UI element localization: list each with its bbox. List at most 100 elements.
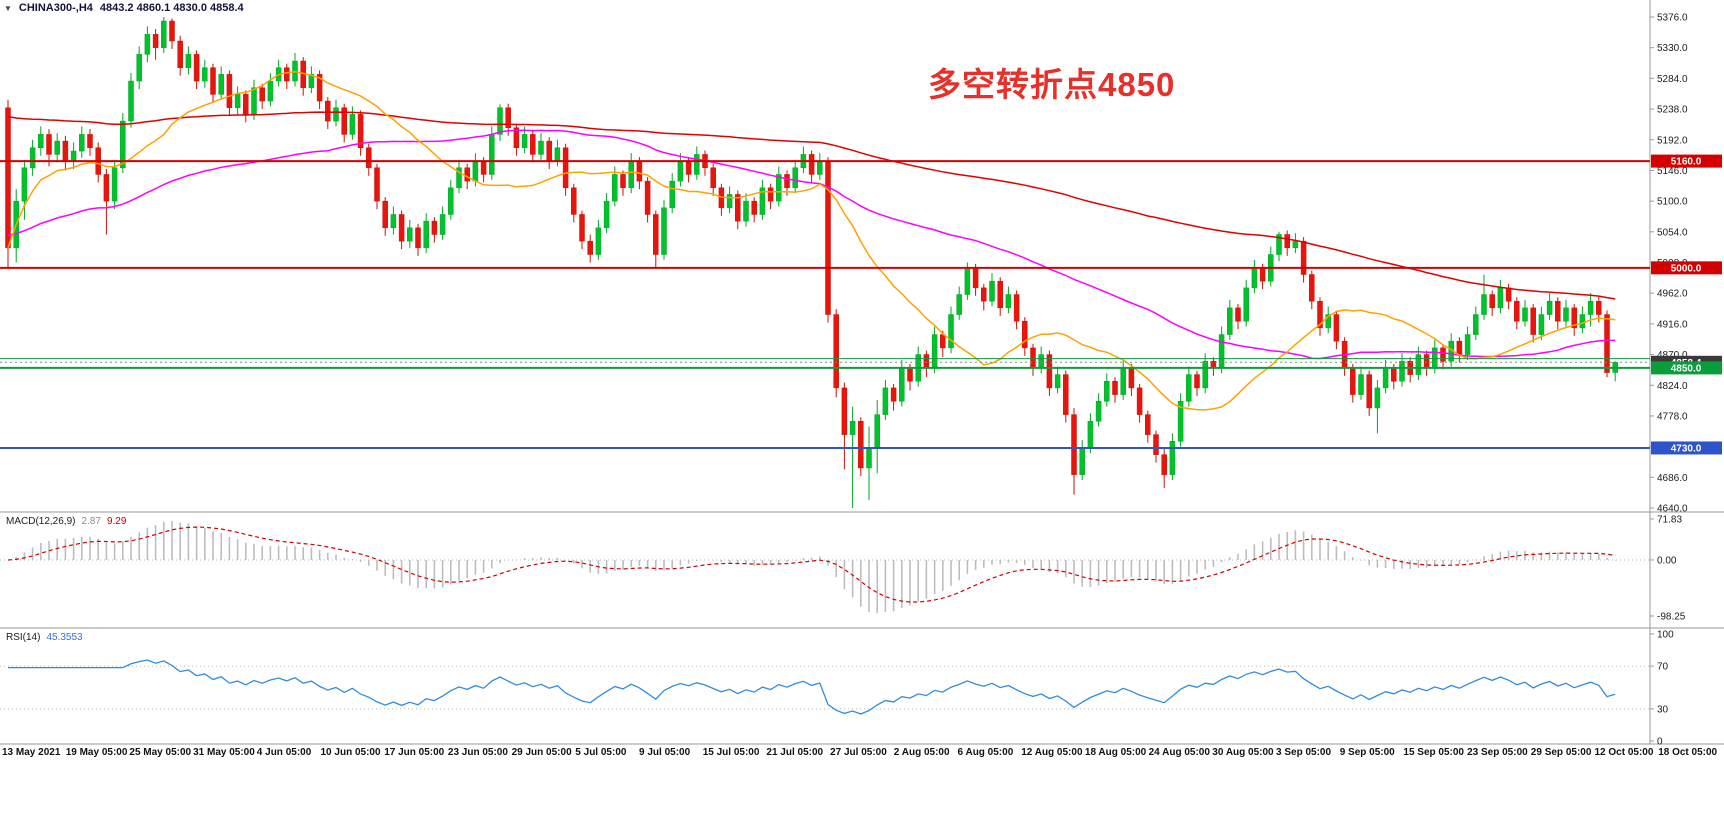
time-axis-label: 15 Sep 05:00 [1403, 747, 1464, 758]
candle-body [841, 387, 848, 435]
candle-body [1456, 340, 1463, 355]
candle-body [1563, 307, 1569, 322]
ma-short-line[interactable] [7, 70, 1616, 411]
candle-body [882, 387, 889, 415]
time-axis-label: 27 Jul 05:00 [830, 747, 887, 758]
time-axis-label: 5 Jul 05:00 [575, 747, 627, 758]
candle-body [1497, 287, 1504, 309]
candle-body [1391, 367, 1397, 382]
candle-body [1038, 354, 1044, 369]
time-axis-label: 23 Sep 05:00 [1467, 747, 1528, 758]
candle-body [1079, 447, 1085, 475]
price-tick-label: 5146.0 [1657, 166, 1688, 177]
candle-body [1063, 374, 1069, 415]
candle-body [390, 214, 397, 229]
price-tick-label: 5238.0 [1657, 105, 1688, 116]
price-tick-label: 5192.0 [1657, 135, 1688, 146]
candle-body [1333, 314, 1340, 342]
candle-body [677, 160, 684, 182]
candle-body [1514, 300, 1520, 322]
candle-body [1136, 387, 1143, 415]
price-chart-canvas[interactable]: 5376.0 5330.0 5284.0 5238.0 5192.0 5146.0 5100… [0, 0, 1724, 760]
macd-scale: 71.83 0.00 -98.25 [1650, 515, 1686, 623]
candle-body [972, 267, 979, 289]
candle-body [579, 214, 585, 242]
candle-body [931, 334, 938, 369]
candle-body [480, 160, 487, 175]
time-axis-label: 29 Sep 05:00 [1531, 747, 1592, 758]
candle-body [546, 140, 552, 162]
price-tag-5160 [1651, 154, 1722, 168]
macd-tick-label: -98.25 [1657, 612, 1686, 623]
rsi-tick-label: 30 [1657, 704, 1669, 715]
time-axis-label: 19 May 05:00 [66, 747, 128, 758]
macd-indicator-label: MACD(12,26,9) 2.87 9.29 [6, 516, 126, 527]
candle-body [70, 150, 77, 162]
candle-body [1259, 267, 1266, 282]
candle-body [1194, 374, 1200, 389]
candle-body [964, 267, 971, 295]
price-tag-5000 [1651, 261, 1722, 275]
candle-body [767, 187, 774, 202]
candle-body [1284, 234, 1290, 249]
candle-body [792, 167, 798, 189]
candle-body [357, 114, 364, 149]
candle-body [685, 160, 692, 175]
candle-body [948, 314, 954, 349]
candle-body [505, 107, 511, 128]
time-axis-label: 9 Jul 05:00 [639, 747, 691, 758]
candle-body [1251, 267, 1258, 289]
candle-body [407, 227, 413, 242]
candle-body [620, 174, 626, 189]
macd-tick-label: 0.00 [1657, 555, 1677, 566]
price-tick-label: 4824.0 [1657, 381, 1688, 392]
time-axis-label: 18 Oct 05:00 [1658, 747, 1717, 758]
candle-body [1030, 347, 1036, 369]
candle-body [308, 74, 315, 88]
candle-body [456, 167, 462, 189]
candle-body [956, 294, 962, 315]
candle-body [1440, 347, 1446, 362]
candle-body [21, 167, 28, 202]
candle-body [144, 34, 151, 55]
candle-body [1112, 380, 1118, 395]
candle-body [54, 140, 60, 155]
candle-body [341, 107, 347, 135]
candle-body [1464, 334, 1471, 355]
macd-name: MACD(12,26,9) [6, 516, 76, 527]
candle-body [111, 167, 118, 202]
candle-body [234, 94, 241, 108]
candle-body [325, 100, 331, 122]
rsi-tick-label: 70 [1657, 662, 1669, 673]
candle-body [644, 180, 651, 215]
candle-body [423, 220, 429, 249]
candle-body [1555, 300, 1561, 322]
candle-body [431, 220, 438, 235]
symbol-ohlc-values: 4843.2 4860.1 4830.0 4858.4 [99, 2, 244, 14]
candle-body [1374, 387, 1381, 409]
candle-body [1325, 314, 1331, 329]
candle-body [825, 160, 831, 315]
candle-body [866, 447, 872, 469]
time-axis-label: 4 Jun 05:00 [257, 747, 312, 758]
ma-mid-line[interactable] [7, 129, 1616, 360]
candle-body [1587, 300, 1594, 315]
candle-body [374, 167, 380, 202]
candle-body [366, 147, 372, 169]
time-axis-label: 13 May 2021 [2, 747, 61, 758]
candle-body [1177, 401, 1184, 442]
candle-body [161, 20, 167, 48]
candle-body [940, 334, 946, 349]
symbol-dropdown-icon[interactable]: ▼ [4, 3, 12, 13]
time-axis-label: 25 May 05:00 [129, 747, 191, 758]
candle-body [1276, 234, 1282, 255]
candle-body [1309, 274, 1315, 302]
price-tag-4850-text: 4850.0 [1671, 363, 1702, 374]
ma-long-line[interactable] [7, 111, 1616, 300]
candle-body [833, 314, 839, 389]
candle-body [1473, 314, 1479, 335]
candle-body [226, 74, 233, 108]
candle-body [1095, 401, 1102, 422]
candle-body [784, 174, 790, 189]
candle-body [1415, 354, 1422, 375]
